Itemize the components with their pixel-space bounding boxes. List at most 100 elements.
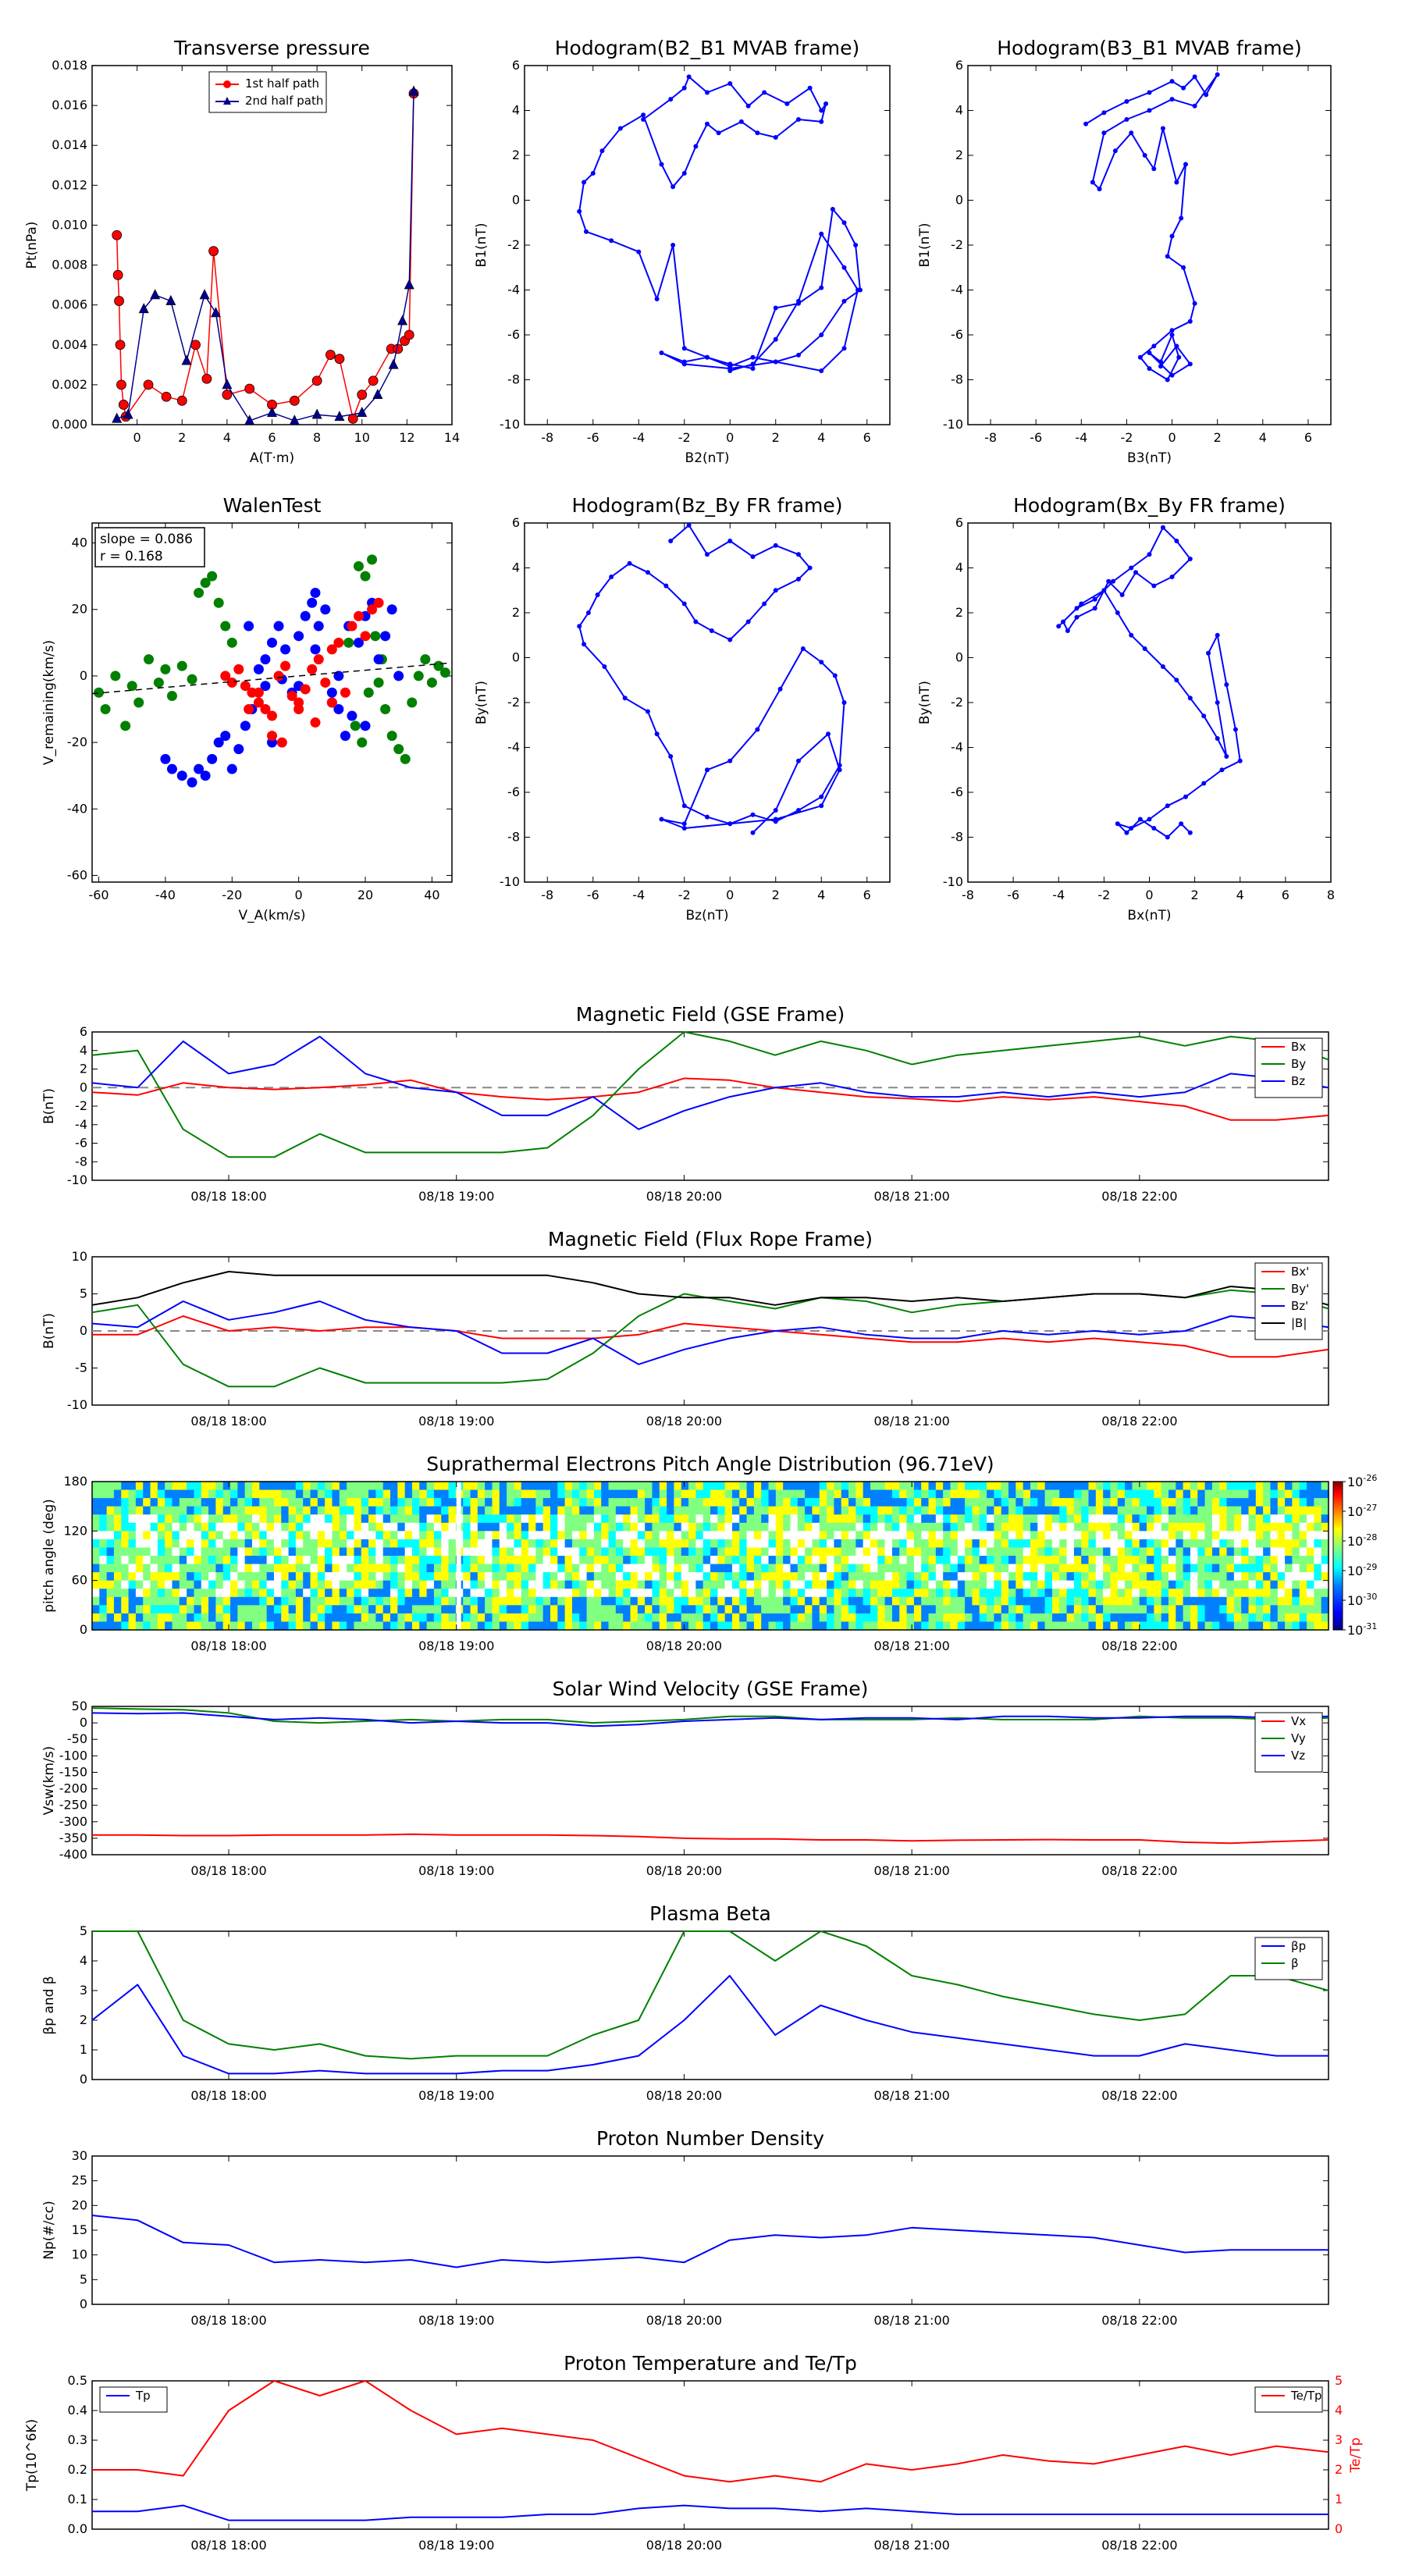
heatmap-cell <box>1299 1605 1307 1614</box>
data-point <box>260 681 271 692</box>
heatmap-cell <box>1183 1621 1191 1631</box>
heatmap-cell <box>135 1589 144 1598</box>
legend-marker <box>223 80 231 88</box>
hodogram-point <box>1124 830 1129 835</box>
heatmap-cell <box>325 1564 333 1573</box>
heatmap-cell <box>208 1547 216 1557</box>
heatmap-cell <box>354 1506 362 1515</box>
hodogram-point <box>855 287 861 293</box>
hodogram-point <box>709 628 714 633</box>
heatmap-cell <box>1073 1556 1082 1565</box>
heatmap-cell <box>674 1506 682 1515</box>
heatmap-cell <box>514 1580 522 1589</box>
hodogram-point <box>1192 74 1197 80</box>
heatmap-cell <box>1248 1531 1257 1540</box>
heatmap-cell <box>913 1564 922 1573</box>
legend-label: Vy <box>1291 1731 1306 1745</box>
chart-title: Solar Wind Velocity (GSE Frame) <box>553 1678 869 1700</box>
heatmap-cell <box>1081 1605 1090 1614</box>
heatmap-cell <box>463 1506 471 1515</box>
heatmap-cell <box>994 1572 1002 1582</box>
heatmap-cell <box>855 1589 864 1598</box>
heatmap-cell <box>891 1589 900 1598</box>
heatmap-cell <box>1255 1514 1264 1524</box>
heatmap-cell <box>310 1498 318 1507</box>
heatmap-cell <box>1030 1613 1038 1623</box>
heatmap-cell <box>965 1580 973 1589</box>
heatmap-cell <box>92 1621 100 1631</box>
heatmap-cell <box>965 1605 973 1614</box>
heatmap-cell <box>397 1605 406 1614</box>
heatmap-cell <box>404 1564 413 1573</box>
heatmap-cell <box>681 1547 689 1557</box>
heatmap-cell <box>172 1489 180 1499</box>
heatmap-cell <box>514 1522 522 1532</box>
heatmap-cell <box>1197 1547 1206 1557</box>
heatmap-cell <box>1277 1506 1286 1515</box>
data-point <box>208 246 219 257</box>
heatmap-cell <box>251 1580 260 1589</box>
heatmap-cell <box>528 1531 536 1540</box>
heatmap-cell <box>630 1556 638 1565</box>
heatmap-cell <box>746 1572 755 1582</box>
heatmap-cell <box>972 1580 980 1589</box>
heatmap-cell <box>397 1482 406 1491</box>
heatmap-cell <box>194 1531 202 1540</box>
heatmap-cell <box>542 1489 551 1499</box>
heatmap-cell <box>310 1531 318 1540</box>
heatmap-cell <box>368 1605 376 1614</box>
chart-title: WalenTest <box>223 494 322 517</box>
heatmap-cell <box>593 1596 602 1606</box>
heatmap-cell <box>1197 1489 1206 1499</box>
heatmap-cell <box>157 1613 165 1623</box>
heatmap-cell <box>368 1531 376 1540</box>
heatmap-cell <box>542 1589 551 1598</box>
hodogram-point <box>1160 126 1165 131</box>
hodogram-point <box>784 101 790 106</box>
heatmap-cell <box>1059 1589 1068 1598</box>
heatmap-cell <box>1132 1539 1140 1549</box>
heatmap-cell <box>906 1531 915 1540</box>
heatmap-cell <box>521 1605 529 1614</box>
heatmap-cell <box>957 1605 966 1614</box>
heatmap-cell <box>194 1514 202 1524</box>
heatmap-cell <box>579 1589 588 1598</box>
heatmap-cell <box>222 1482 231 1491</box>
heatmap-cell <box>965 1564 973 1573</box>
heatmap-cell <box>237 1506 246 1515</box>
heatmap-cell <box>411 1506 420 1515</box>
heatmap-cell <box>1233 1522 1242 1532</box>
heatmap-cell <box>1176 1482 1184 1491</box>
heatmap-cell <box>695 1605 704 1614</box>
heatmap-cell <box>187 1556 195 1565</box>
heatmap-cell <box>965 1498 973 1507</box>
heatmap-cell <box>368 1482 376 1491</box>
data-point <box>393 671 404 681</box>
heatmap-cell <box>731 1489 740 1499</box>
heatmap-cell <box>1088 1556 1097 1565</box>
data-point <box>407 697 418 708</box>
heatmap-cell <box>1059 1539 1068 1549</box>
heatmap-cell <box>128 1589 137 1598</box>
heatmap-cell <box>848 1498 856 1507</box>
heatmap-cell <box>717 1547 726 1557</box>
heatmap-cell <box>753 1580 762 1589</box>
heatmap-cell <box>695 1580 704 1589</box>
heatmap-cell <box>1176 1506 1184 1515</box>
heatmap-cell <box>1132 1556 1140 1565</box>
heatmap-cell <box>550 1564 558 1573</box>
x-tick-label: 6 <box>268 430 276 445</box>
heatmap-cell <box>979 1498 987 1507</box>
heatmap-cell <box>1117 1621 1126 1631</box>
heatmap-cell <box>659 1514 667 1524</box>
heatmap-cell <box>477 1564 486 1573</box>
heatmap-cell <box>535 1531 544 1540</box>
heatmap-cell <box>702 1580 711 1589</box>
heatmap-cell <box>957 1514 966 1524</box>
x-tick-label: -20 <box>222 888 242 902</box>
heatmap-cell <box>426 1572 435 1582</box>
heatmap-cell <box>208 1605 216 1614</box>
heatmap-cell <box>1147 1482 1154 1491</box>
heatmap-cell <box>288 1572 297 1582</box>
heatmap-cell <box>630 1564 638 1573</box>
